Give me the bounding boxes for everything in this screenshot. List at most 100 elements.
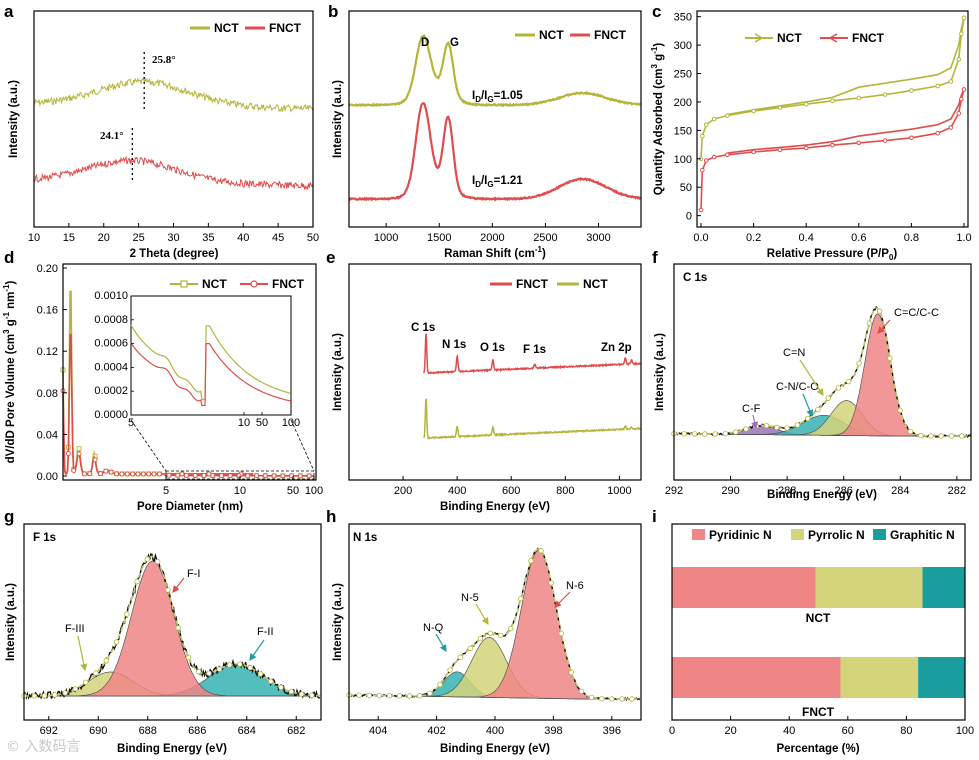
x-ticks-h: 404 402 400 398 396 [369, 716, 621, 737]
x-axis-b-tick-label: 3000 [586, 232, 610, 244]
y-axis-c-tick-label: 350 [674, 12, 692, 24]
x-axis-g-fit-point [196, 668, 202, 675]
x-axis-g-tick-label: 684 [238, 725, 256, 737]
bar-fnct-pyrrolic-n [840, 657, 919, 698]
raman-line-nct [348, 34, 641, 108]
axes-frame-c [696, 10, 969, 228]
x-axis-d-tick-label: 10 [234, 485, 246, 497]
x-axis-f-fit-point [866, 320, 873, 326]
x-axis-h-fit-point [487, 630, 494, 637]
x-axis-h-fit-point [598, 696, 605, 702]
legend-marker-nct-d [180, 280, 188, 288]
raman-line-fnct [348, 102, 642, 203]
x-axis-h-tick-label: 404 [369, 725, 387, 737]
x-axis-h-fit-point [417, 693, 423, 699]
legend-label-graphitic: Graphitic N [890, 528, 955, 542]
panel-label-h: h [326, 507, 336, 526]
x-axis-e-tick-label: 400 [448, 485, 466, 497]
x-axis-g-tick-label: 692 [40, 725, 58, 737]
inset-y-tick-label: 0.0000 [94, 409, 128, 421]
panel-label-a: a [4, 2, 14, 21]
isotherm-point-nct [882, 92, 888, 97]
x-axis-h-fit-point [518, 596, 524, 602]
x-axis-h-fit-point [406, 693, 413, 699]
inset-x-tick-label: 50 [256, 417, 268, 429]
panel-b: b 1000 1500 2000 2500 3000 Raman Shift (cm-1… [328, 2, 642, 260]
x-axis-h-fit-point [497, 632, 504, 638]
x-ticks-b: 1000 1500 2000 2500 3000 [374, 223, 611, 244]
panel-a: a 10 15 20 25 30 35 40 45 50 2 Theta (degree) In… [4, 2, 319, 260]
bar-fnct-graphitic-n [918, 657, 965, 698]
y-axis-title-e: Intensity (a.u.) [332, 333, 344, 411]
x-axis-c-tick-label: 0.6 [851, 232, 866, 244]
x-axis-g-fit-point [52, 692, 58, 698]
psd-point-fnct [71, 468, 77, 473]
x-axis-f-fit-point [835, 385, 842, 391]
legend-label-pyrrolic: Pyrrolic N [808, 528, 865, 542]
inset-line-fnct [130, 342, 291, 407]
x-axis-h-fit-point [356, 692, 362, 698]
y-axis-title-b: Intensity (a.u.) [332, 80, 344, 158]
x-axis-h-fit-point [457, 654, 463, 661]
x-axis-h-tick-label: 396 [603, 725, 621, 737]
x-axis-f-fit-point [938, 433, 944, 439]
peak-label-c1s: C 1s [411, 322, 435, 334]
x-axis-i-tick-label: 80 [900, 725, 912, 737]
x-axis-g-tick-label: 690 [89, 725, 107, 737]
bar-nct-pyridinic-n [672, 567, 816, 608]
isotherm-point-fnct [711, 154, 717, 160]
x-axis-f-fit-point [691, 431, 698, 437]
isotherm-point-nct [830, 98, 835, 104]
x-ticks-a: 10 15 20 25 30 35 40 45 50 [28, 223, 319, 244]
spectrum-title-f1s: F 1s [33, 532, 56, 544]
panel-label-b: b [328, 2, 338, 21]
axes-frame-b [348, 10, 642, 228]
psd-point-fnct [262, 473, 268, 479]
x-axis-i-tick-label: 60 [842, 725, 854, 737]
x-axis-h-fit-point [588, 694, 595, 701]
peak-label-n1s: N 1s [442, 339, 466, 351]
x-axis-f-fit-point [774, 424, 780, 431]
psd-point-fnct [81, 471, 87, 477]
arrow-cc [877, 319, 891, 334]
panel-label-d: d [4, 248, 14, 267]
x-axis-e-tick-label: 200 [394, 485, 412, 497]
inset-x-tick-label: 100 [282, 417, 300, 429]
axes-frame-g [23, 523, 322, 721]
x-axis-c-tick-label: 0.8 [904, 232, 919, 244]
psd-point-fnct [166, 472, 172, 478]
x-axis-g-fit-point [226, 662, 233, 668]
x-axis-g-fit-point [278, 684, 284, 691]
psd-point-fnct [140, 471, 146, 477]
x-axis-h-tick-label: 402 [427, 725, 445, 737]
peak-label-d: D [421, 37, 429, 49]
x-axis-h-component-n5 [349, 637, 640, 700]
component-label-cc: C=C/C-C [894, 307, 939, 319]
x-axis-g-fit-point [216, 666, 223, 672]
psd-point-fnct [103, 468, 109, 474]
panel-label-e: e [326, 248, 335, 267]
x-axis-f-fit-point [712, 431, 718, 437]
arrow-cf [751, 414, 759, 430]
isotherm-point-nct [959, 31, 964, 37]
peak-label-o1s: O 1s [480, 342, 505, 354]
x-axis-g-fit-point [103, 657, 109, 664]
isotherm-point-fnct [777, 147, 783, 152]
panel-c: c 0.0 0.2 0.4 0.6 0.8 1.0 0 50 100 150 200 250 300 35… [650, 2, 972, 262]
nitrogen-species-bar-plot [672, 567, 965, 698]
n1s-plot [346, 547, 641, 702]
x-axis-title-c: Relative Pressure (P/P0) [767, 248, 898, 262]
psd-point-fnct [297, 473, 303, 479]
y-axis-d-tick-label: 0.20 [37, 263, 58, 275]
x-axis-g-fit-point [288, 688, 294, 695]
isotherm-point-fnct [956, 111, 962, 116]
x-axis-e-tick-label: 1000 [607, 485, 631, 497]
y-axis-d-tick-label: 0.12 [37, 346, 58, 358]
c1s-plot [671, 305, 972, 439]
x-axis-f-fit-point [897, 407, 903, 414]
x-axis-a-tick-label: 20 [98, 232, 110, 244]
isotherm-point-nct [961, 15, 967, 21]
y-axis-title-d: dV/dD Pore Volume (cm3 g-1 nm-1) [2, 280, 17, 463]
x-axis-g-fit-point [144, 556, 151, 562]
legend-label-nct-e: NCT [583, 277, 608, 291]
